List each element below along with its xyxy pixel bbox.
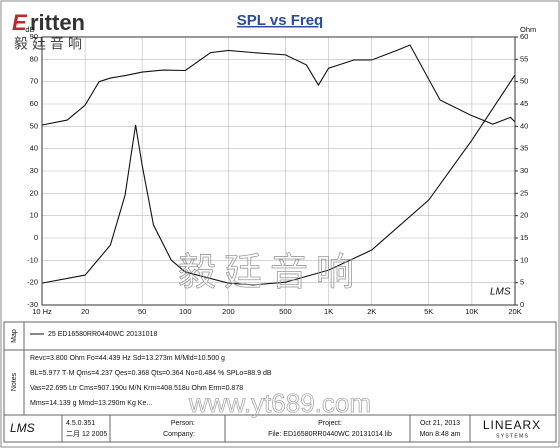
x-tick-label: 10 Hz xyxy=(32,307,52,316)
footer-file: File: ED16580RR0440WC 20131014.lib xyxy=(268,431,392,438)
y-tick-label: 0 xyxy=(34,233,38,242)
y2-tick-label: 50 xyxy=(520,77,528,86)
y-tick-label: -10 xyxy=(27,255,38,264)
y-tick-label: 60 xyxy=(30,99,38,108)
y-axis-label: dB xyxy=(25,25,34,34)
y-tick-label: 90 xyxy=(30,32,38,41)
note-line: Vas=22.695 Ltr Cms=907.190u M/N Krm=408.… xyxy=(30,385,243,392)
x-tick-label: 1K xyxy=(324,307,333,316)
footer-date: 二月 12 2005 xyxy=(66,430,107,438)
note-line: BL=5.977 T·M Qms=4.237 Qes=0.368 Qts=0.3… xyxy=(30,370,272,377)
footer-day: Oct 21, 2013 xyxy=(420,420,460,427)
notes-label: Notes xyxy=(11,372,18,391)
y-tick-label: 20 xyxy=(30,188,38,197)
footer-version: 4.5.0.351 xyxy=(66,420,95,427)
y-tick-label: 10 xyxy=(30,211,38,220)
y2-tick-label: 20 xyxy=(520,211,528,220)
footer-brand: LINEARX xyxy=(483,418,541,432)
y2-tick-label: 35 xyxy=(520,144,528,153)
footer-person: Person: xyxy=(171,420,195,427)
watermark-chinese: 毅廷音响 xyxy=(178,252,362,294)
x-tick-label: 20 xyxy=(81,307,89,316)
y2-tick-label: 25 xyxy=(520,188,528,197)
y-tick-label: 70 xyxy=(30,77,38,86)
notes: Revc=3.800 Ohm Fo=44.439 Hz Sd=13.273m M… xyxy=(30,355,272,407)
logo-initial: E xyxy=(12,10,28,35)
x-tick-label: 20K xyxy=(508,307,521,316)
logo-chinese: 毅廷音响 xyxy=(14,36,86,52)
x-tick-label: 10K xyxy=(465,307,478,316)
map-entry: 25 ED16580RR0440WC 20131018 xyxy=(48,331,157,338)
info-panel xyxy=(3,321,557,443)
footer-company: Company: xyxy=(163,431,195,438)
footer-brand-sub: S Y S T E M S xyxy=(496,433,529,439)
y-tick-label: 40 xyxy=(30,144,38,153)
y-tick-label: 50 xyxy=(30,121,38,130)
y2-tick-label: 45 xyxy=(520,99,528,108)
plot-annotation: LMS xyxy=(490,287,511,298)
footer-time: Mon 8:48 am xyxy=(420,431,461,438)
logo-brand: ritten xyxy=(30,10,85,35)
y2-tick-label: 40 xyxy=(520,121,528,130)
data-line xyxy=(41,44,516,126)
x-tick-label: 5K xyxy=(424,307,433,316)
data-line xyxy=(41,74,516,286)
y-tick-label: -20 xyxy=(27,278,38,287)
y2-tick-label: 5 xyxy=(520,278,524,287)
y2-tick-label: 15 xyxy=(520,233,528,242)
footer-project: Project: xyxy=(318,420,342,427)
plot-border xyxy=(41,36,516,306)
y-tick-label: 80 xyxy=(30,54,38,63)
y2-tick-label: 55 xyxy=(520,54,528,63)
y-tick-label: -30 xyxy=(27,300,38,309)
y2-tick-label: 0 xyxy=(520,300,524,309)
y2-tick-label: 60 xyxy=(520,32,528,41)
y2-tick-label: 10 xyxy=(520,255,528,264)
watermark-url: www.yt689.com xyxy=(188,388,371,418)
x-tick-label: 100 xyxy=(179,307,192,316)
x-tick-label: 200 xyxy=(222,307,235,316)
x-tick-label: 500 xyxy=(279,307,292,316)
footer-app: LMS xyxy=(10,421,35,435)
y-tick-label: 30 xyxy=(30,166,38,175)
note-line: Revc=3.800 Ohm Fo=44.439 Hz Sd=13.273m M… xyxy=(30,355,225,362)
map-label: Map xyxy=(11,329,18,343)
y2-axis-label: Ohm xyxy=(520,25,536,34)
chart-title: SPL vs Freq xyxy=(237,12,323,29)
x-tick-label: 50 xyxy=(138,307,146,316)
x-tick-label: 2K xyxy=(367,307,376,316)
y2-tick-label: 30 xyxy=(520,166,528,175)
note-line: Mms=14.139 g Mmd=13.290m Kg Ke... xyxy=(30,400,152,407)
